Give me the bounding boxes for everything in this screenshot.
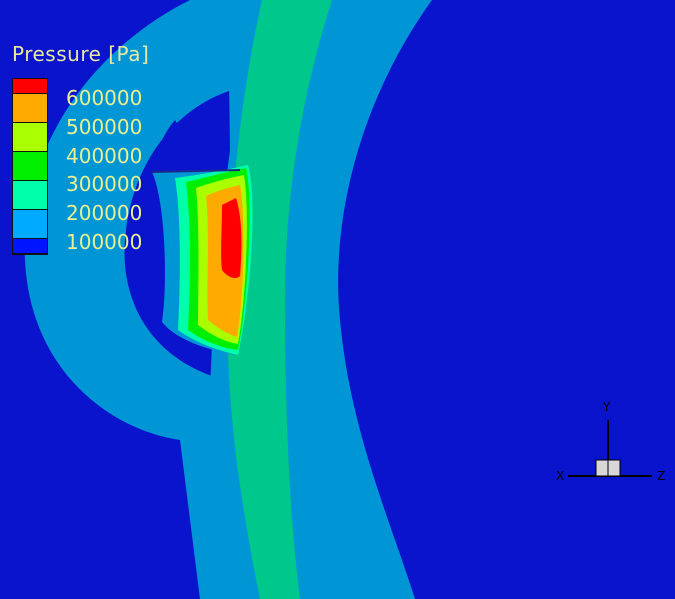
left-ring-region	[24, 0, 240, 599]
cylinder-surface	[151, 165, 253, 355]
legend-labels: 600000 500000 400000 300000 200000 100000	[66, 86, 142, 259]
legend-title: Pressure [Pa]	[12, 42, 150, 66]
axis-triad	[568, 420, 652, 477]
pressure-legend: Pressure [Pa] 600000 500000 400000 300000 20…	[12, 42, 150, 255]
legend-label: 600000	[66, 86, 143, 110]
legend-swatch	[13, 210, 47, 239]
green-band	[227, 0, 332, 599]
legend-swatch	[13, 181, 47, 210]
legend-swatch	[13, 123, 47, 152]
legend-swatch	[13, 152, 47, 181]
legend-label: 200000	[66, 201, 143, 226]
legend-label: 500000	[66, 114, 143, 139]
legend-swatch	[13, 239, 47, 254]
legend-label: 100000	[66, 229, 143, 254]
legend-label: 300000	[66, 172, 143, 197]
x-axis-label: X	[556, 469, 565, 483]
legend-swatch	[13, 79, 47, 94]
z-axis-label: Z	[657, 469, 666, 483]
legend-label: 400000	[66, 143, 143, 168]
color-bar	[12, 78, 48, 255]
y-axis-label: Y	[603, 400, 611, 414]
legend-swatch	[13, 94, 47, 123]
